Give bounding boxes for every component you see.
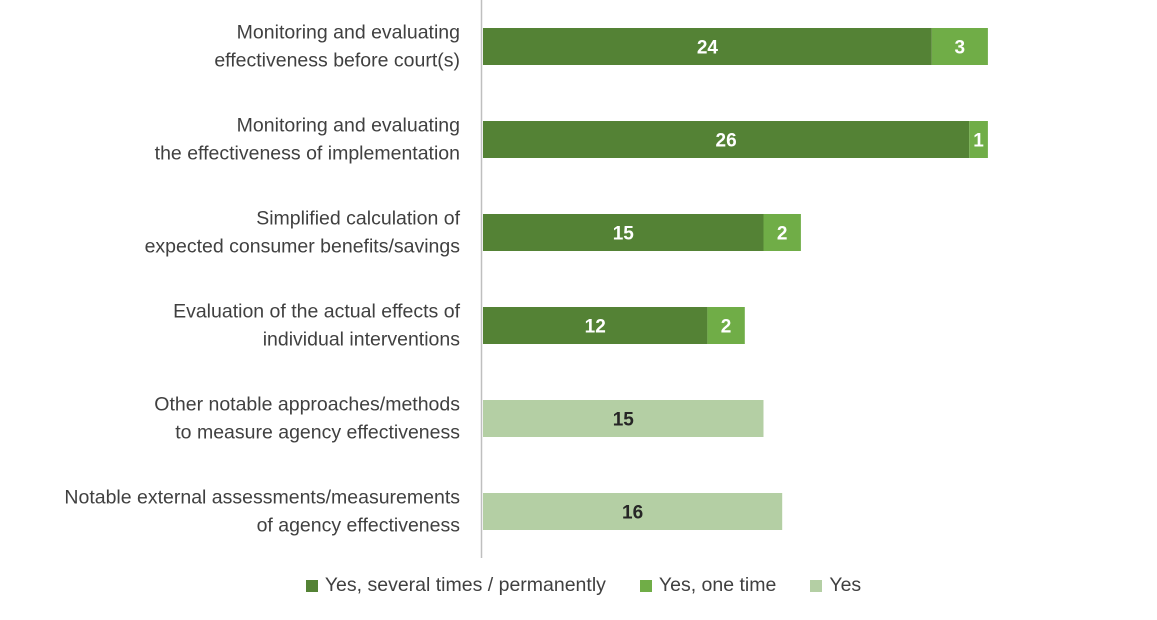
bar-segment [483, 307, 708, 344]
data-label: 15 [613, 224, 635, 245]
bar-segment [483, 493, 783, 530]
bar-segment [707, 307, 745, 344]
category-label-line: Evaluation of the actual effects of [173, 301, 460, 323]
category-label: Simplified calculation of expected consum… [145, 208, 461, 258]
category-label-line: Simplified calculation of [256, 208, 460, 230]
data-label: 2 [721, 317, 732, 338]
data-label: 16 [622, 503, 643, 524]
bar-segment [483, 214, 764, 251]
category-label-line: to measure agency effectiveness [175, 422, 460, 444]
data-label: 24 [697, 38, 719, 59]
category-label: Other notable approaches/methods to measu… [154, 394, 460, 444]
category-label: Notable external assessments/measurement… [64, 487, 460, 537]
legend-label: Yes, several times / permanently [324, 574, 606, 596]
category-label: Evaluation of the actual effects of indiv… [173, 301, 460, 351]
category-label-line: Notable external assessments/measurement… [64, 487, 460, 509]
data-label: 1 [973, 131, 984, 152]
category-label: Monitoring and evaluating the effectivene… [155, 115, 460, 165]
category-label: Monitoring and evaluating effectiveness b… [214, 22, 460, 72]
stacked-bar-chart: 24 3 26 1 15 2 12 2 15 16 Monitoring and evaluati… [64, 0, 988, 558]
category-label-line: Monitoring and evaluating [237, 22, 460, 44]
bar-segment [483, 28, 932, 65]
category-label-line: individual interventions [263, 329, 461, 351]
category-label-line: the effectiveness of implementation [155, 143, 460, 165]
legend-item: Yes, one time [639, 574, 777, 597]
legend-label: Yes [829, 574, 862, 596]
bar-segment [931, 28, 988, 65]
category-label-line: Other notable approaches/methods [154, 394, 460, 416]
category-labels-group: Monitoring and evaluating effectiveness b… [64, 22, 460, 537]
legend-swatch [810, 579, 823, 592]
legend: Yes, several times / permanently Yes, one… [0, 574, 1157, 597]
legend-label: Yes, one time [658, 574, 777, 596]
bars-group: 24 3 26 1 15 2 12 2 15 16 [483, 28, 988, 530]
data-label: 2 [777, 224, 788, 245]
bar-segment [969, 121, 988, 158]
bar-segment [483, 121, 970, 158]
bar-segment [483, 400, 764, 437]
legend-item: Yes [810, 574, 861, 597]
legend-item: Yes, several times / permanently [305, 574, 606, 597]
data-label: 26 [716, 131, 737, 152]
category-label-line: Monitoring and evaluating [237, 115, 460, 137]
category-label-line: effectiveness before court(s) [214, 50, 460, 72]
data-label: 3 [955, 38, 966, 59]
legend-swatch [639, 579, 652, 592]
legend-swatch [305, 579, 318, 592]
data-label: 12 [585, 317, 606, 338]
data-label: 15 [613, 410, 635, 431]
bar-segment [763, 214, 801, 251]
category-label-line: of agency effectiveness [257, 515, 461, 537]
category-label-line: expected consumer benefits/savings [145, 236, 461, 258]
